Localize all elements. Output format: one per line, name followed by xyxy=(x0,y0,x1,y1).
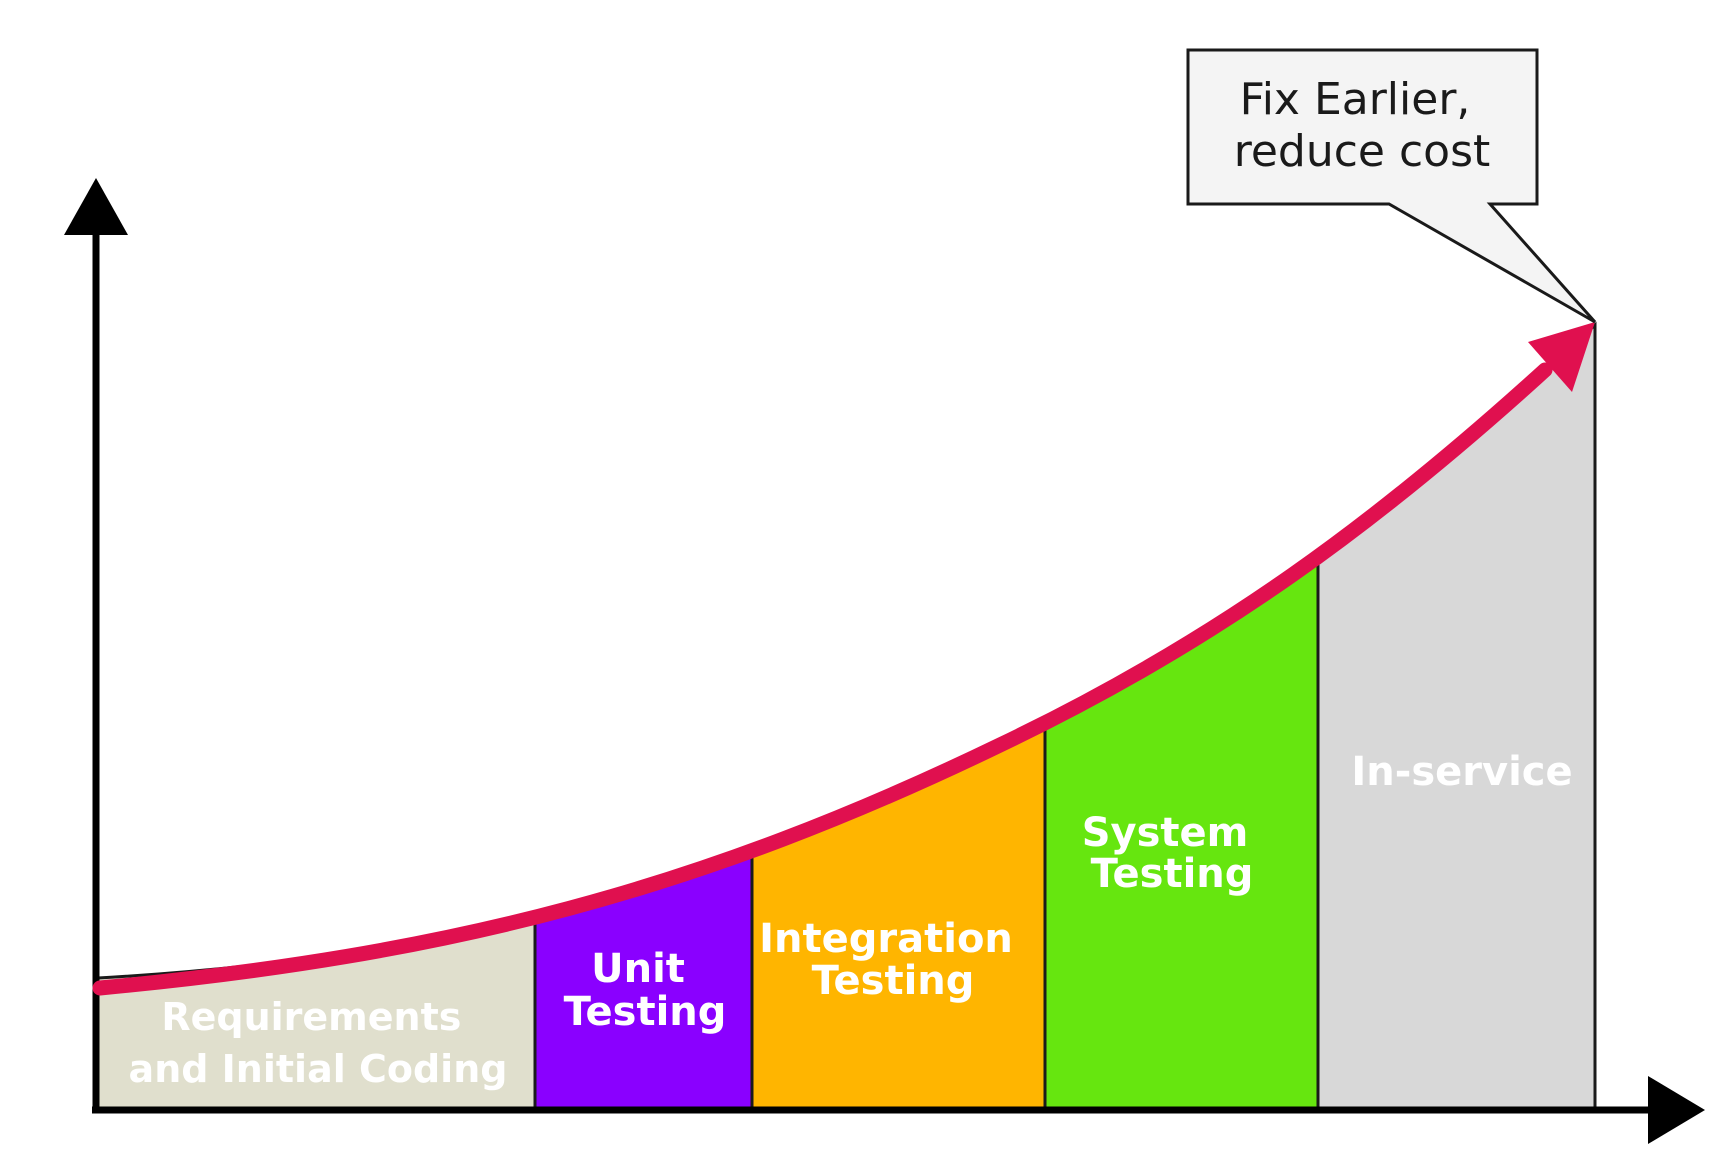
phase-label-unit-testing: Unit Testing xyxy=(564,946,727,1035)
phase-label-requirements: Requirements and Initial Coding xyxy=(129,995,508,1091)
phase-label-requirements-line1: Requirements xyxy=(161,995,461,1039)
callout: Fix Earlier, reduce cost xyxy=(1186,48,1597,324)
cost-curve-line xyxy=(92,362,1553,996)
callout-line2: reduce cost xyxy=(1234,126,1491,177)
phase-label-integration-testing-line1: Integration xyxy=(759,916,1013,962)
phase-label-system-testing-line2: Testing xyxy=(1091,851,1254,897)
y-axis-arrowhead xyxy=(64,178,128,235)
phase-label-system-testing: System Testing xyxy=(1082,810,1263,897)
callout-line1: Fix Earlier, xyxy=(1240,74,1471,125)
cost-curve xyxy=(92,322,1595,996)
phase-label-unit-testing-line1: Unit xyxy=(591,946,685,992)
phase-label-unit-testing-line2: Testing xyxy=(564,989,727,1035)
phase-label-requirements-line2: and Initial Coding xyxy=(129,1047,508,1091)
phase-label-system-testing-line1: System xyxy=(1082,810,1249,856)
x-axis-arrowhead xyxy=(1648,1076,1705,1144)
phase-region-integration-testing xyxy=(750,717,1047,1110)
phase-labels: Requirements and Initial Coding Unit Tes… xyxy=(129,749,1573,1091)
callout-box xyxy=(1186,48,1597,324)
cost-curve-arrowhead xyxy=(1528,322,1595,392)
callout-text: Fix Earlier, reduce cost xyxy=(1234,74,1491,177)
axes xyxy=(64,178,1705,1144)
phase-label-in-service: In-service xyxy=(1351,749,1572,795)
phase-label-in-service-line1: In-service xyxy=(1351,749,1572,795)
phase-label-integration-testing: Integration Testing xyxy=(759,916,1027,1004)
phase-label-integration-testing-line2: Testing xyxy=(812,958,975,1004)
